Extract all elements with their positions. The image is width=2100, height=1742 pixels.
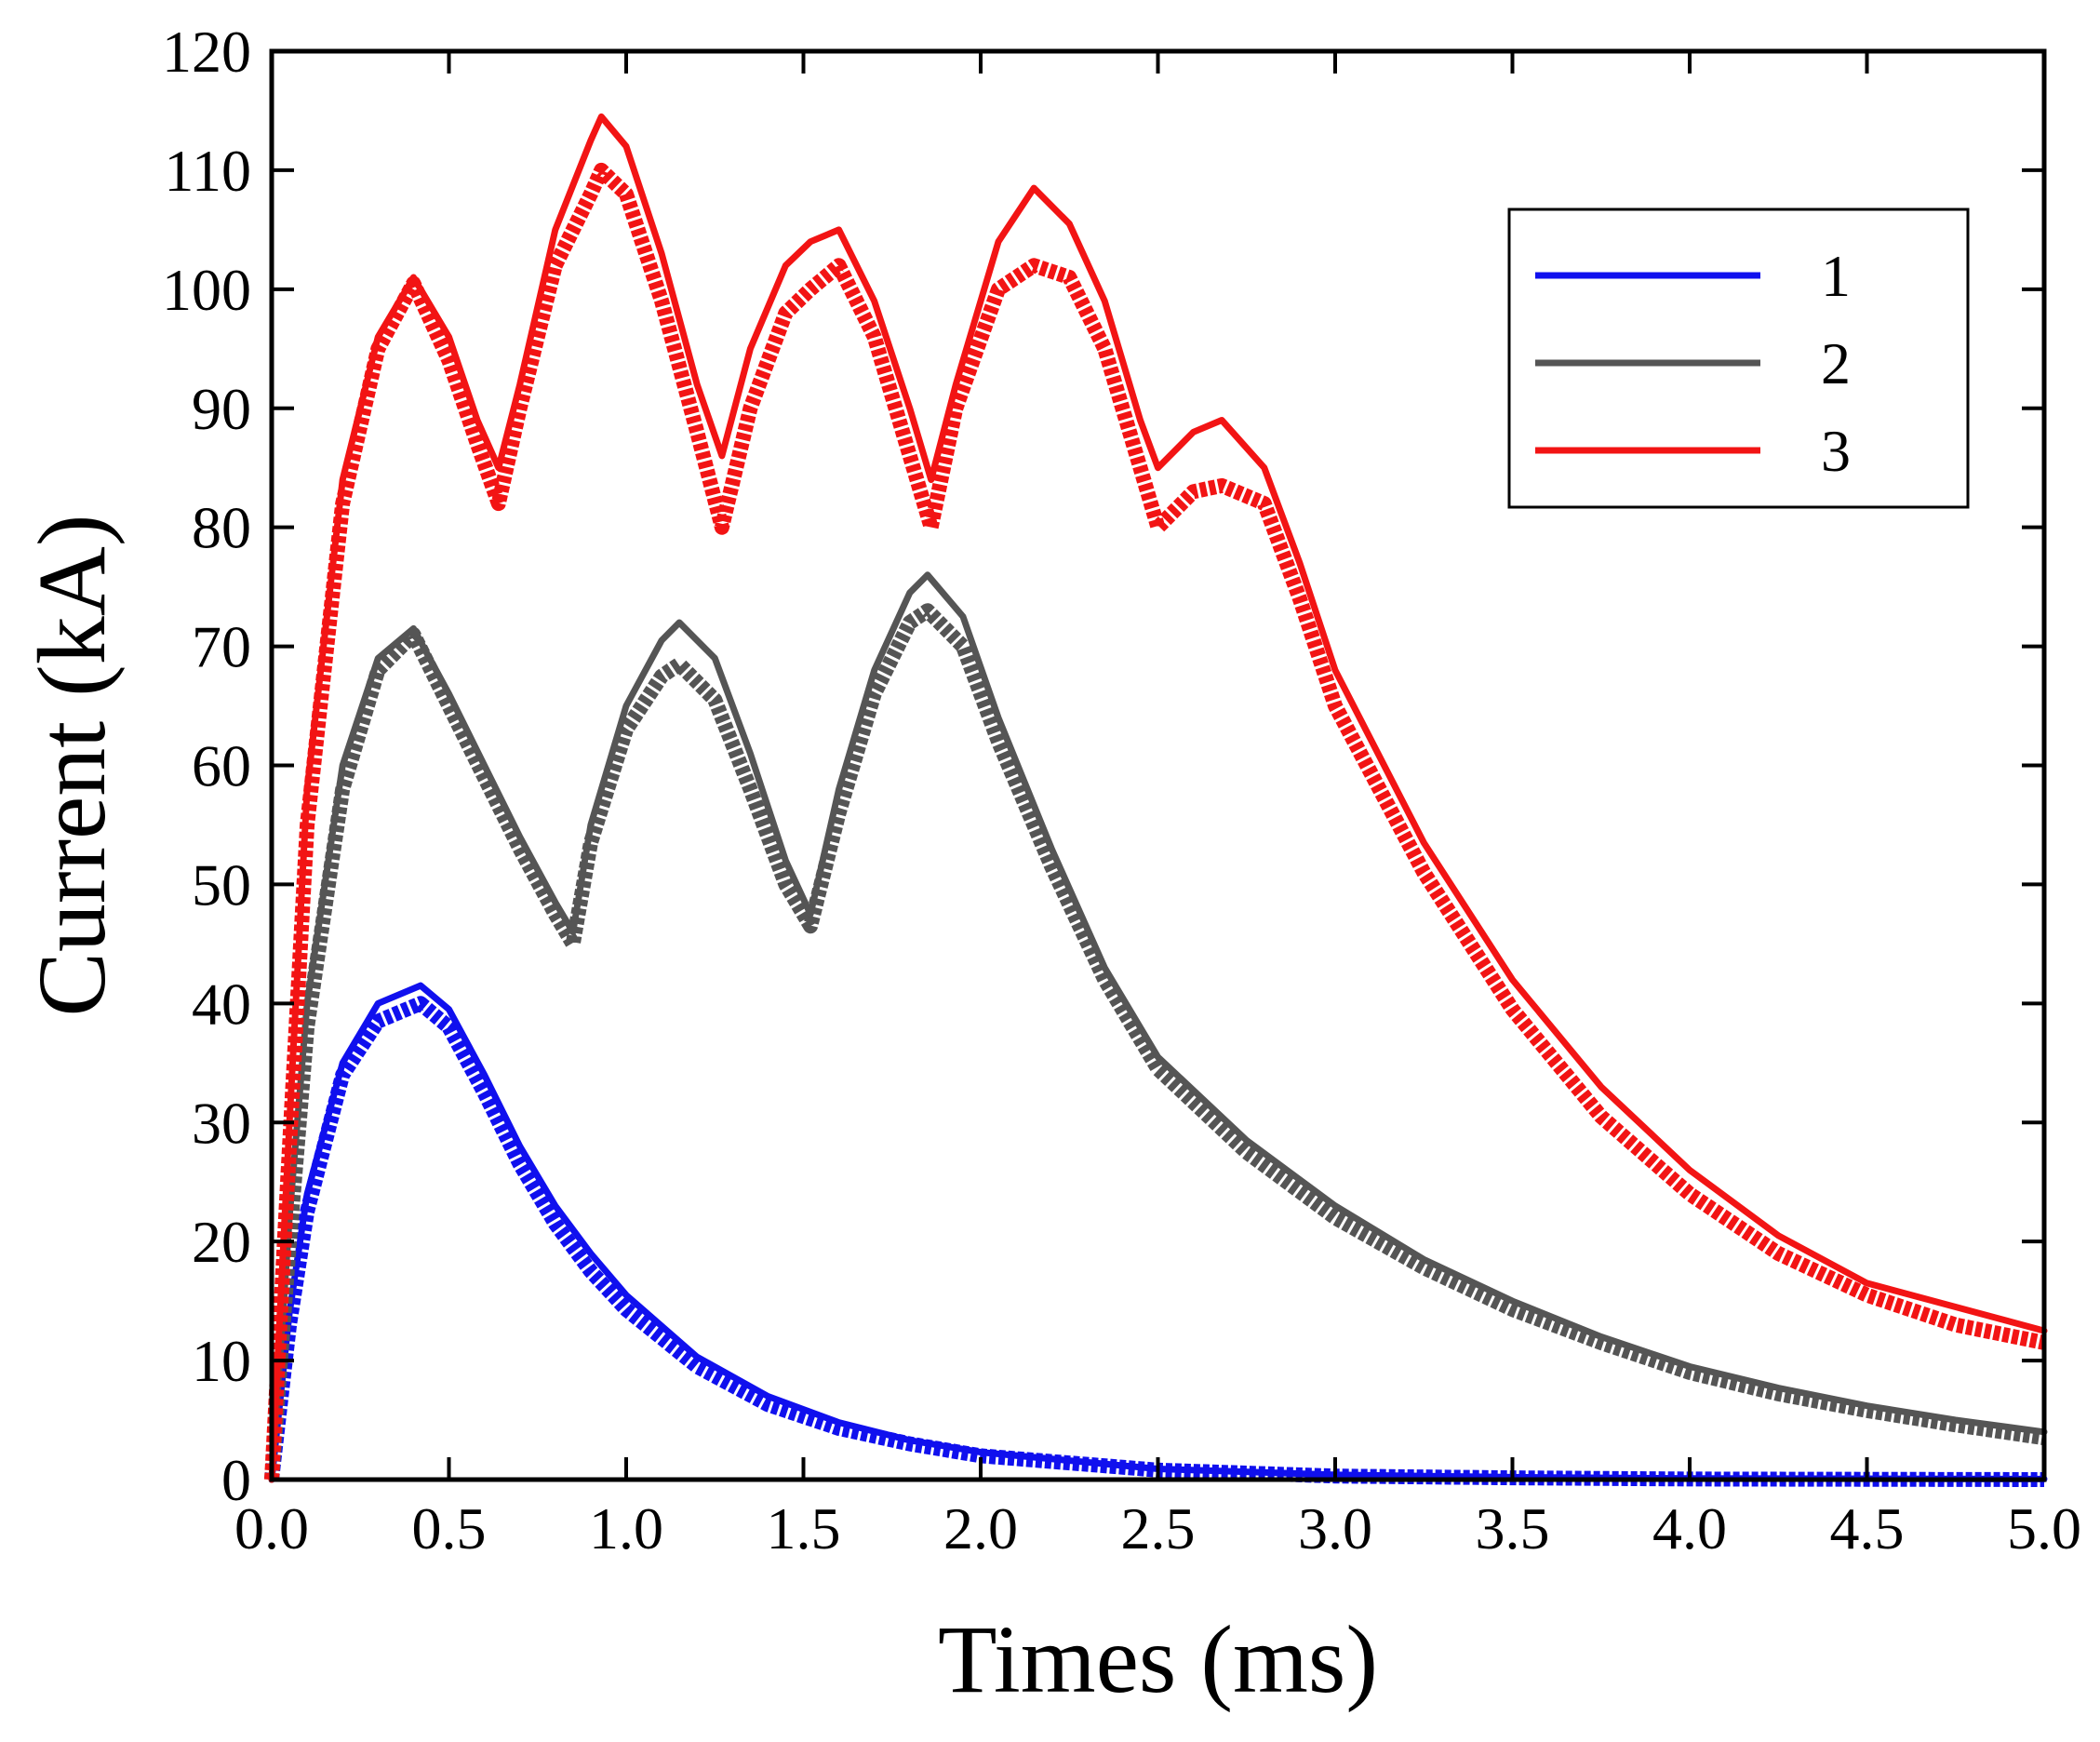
x-tick-label: 3.0 — [1298, 1495, 1372, 1561]
x-tick-label: 5.0 — [2007, 1495, 2081, 1561]
series-2 — [264, 571, 2048, 1483]
x-tick-label: 4.5 — [1830, 1495, 1905, 1561]
y-axis-title: Current (kA) — [19, 514, 126, 1016]
series-layer — [264, 113, 2048, 1487]
x-tick-label: 0.0 — [234, 1495, 309, 1561]
series-1-measured-line — [264, 996, 2045, 1487]
series-2-measured-line — [264, 603, 2046, 1481]
x-tick-label: 0.5 — [412, 1495, 487, 1561]
x-tick-label: 1.5 — [767, 1495, 841, 1561]
y-tick-label: 30 — [192, 1090, 251, 1156]
legend-label-1: 1 — [1821, 243, 1851, 309]
y-tick-label: 10 — [192, 1328, 251, 1394]
legend: 1 2 3 — [1507, 208, 1970, 509]
legend-label-2: 2 — [1821, 330, 1851, 396]
y-tick-label: 80 — [192, 495, 251, 561]
x-tick-label: 3.5 — [1476, 1495, 1550, 1561]
y-tick-label: 90 — [192, 376, 251, 442]
x-tick-label: 2.5 — [1121, 1495, 1196, 1561]
plot-frame — [269, 48, 2047, 1482]
legend-box — [1507, 208, 1970, 509]
y-tick-label: 0 — [221, 1447, 251, 1513]
ticks-layer: 0.0 0.5 1.0 1.5 2.0 2.5 3.0 3.5 4.0 4.5 5.0 0 10 20 30… — [162, 19, 2081, 1561]
series-3-simulated-line — [268, 113, 2048, 1483]
y-tick-label: 50 — [192, 851, 251, 918]
y-tick-label: 40 — [192, 971, 251, 1037]
series-3 — [264, 113, 2048, 1483]
x-tick-label: 4.0 — [1652, 1495, 1727, 1561]
y-tick-label: 20 — [192, 1209, 251, 1275]
series-1-simulated-line — [268, 982, 2048, 1483]
legend-label-3: 3 — [1821, 418, 1851, 484]
x-tick-label: 2.0 — [943, 1495, 1018, 1561]
y-tick-label: 120 — [162, 19, 251, 85]
y-tick-label: 70 — [192, 614, 251, 680]
series-1 — [264, 982, 2048, 1487]
y-tick-label: 110 — [164, 138, 251, 204]
series-3-measured-line — [264, 162, 2046, 1481]
x-axis-title: Times (ms) — [938, 1606, 1378, 1713]
x-tick-label: 1.0 — [589, 1495, 663, 1561]
y-tick-label: 100 — [162, 257, 251, 323]
y-tick-label: 60 — [192, 733, 251, 799]
series-2-simulated-line — [268, 571, 2048, 1483]
